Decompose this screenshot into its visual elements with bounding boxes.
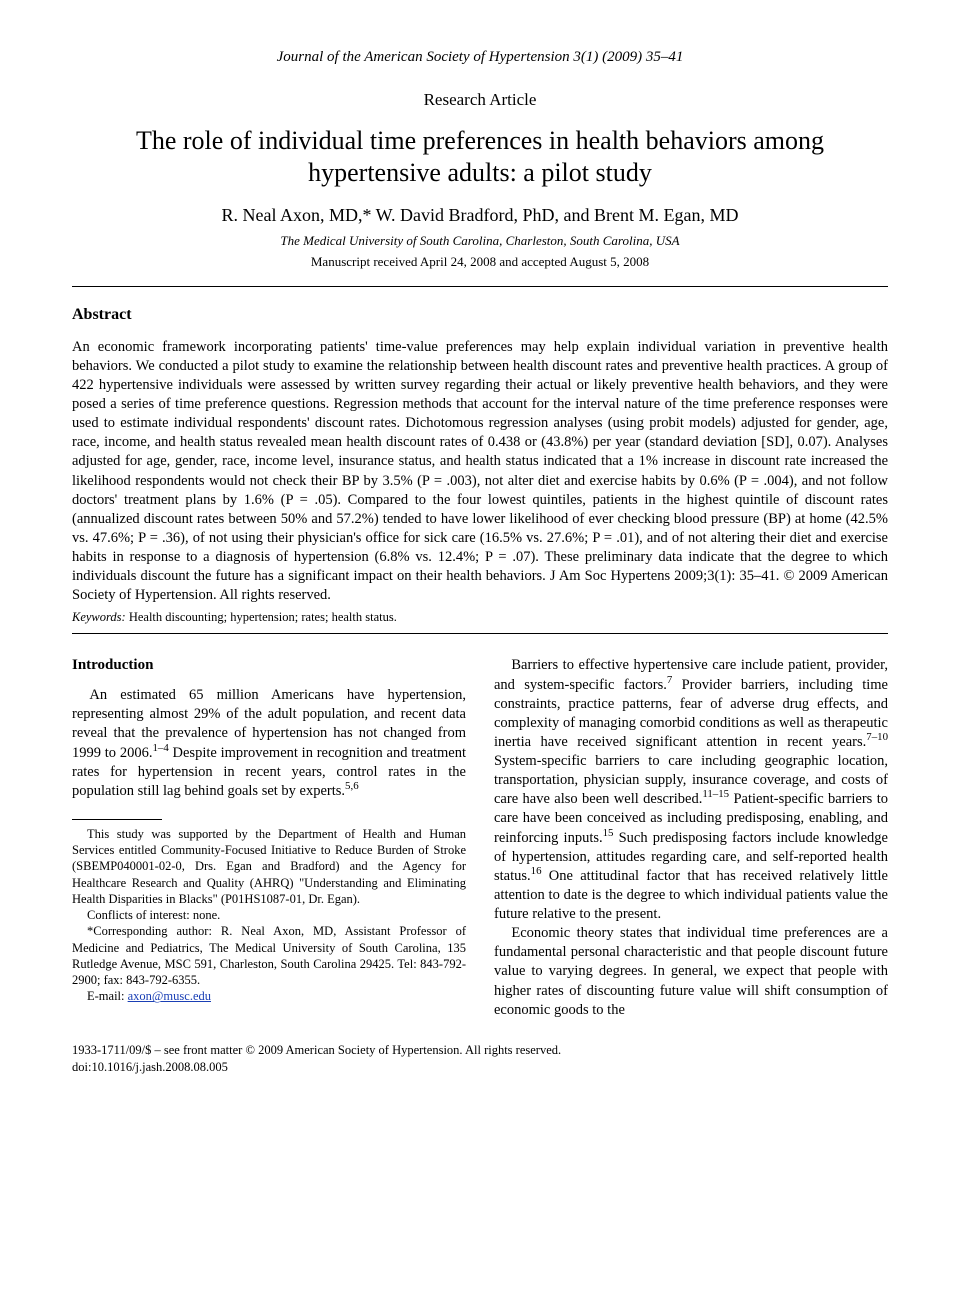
footnote-rule <box>72 819 162 820</box>
citation-sup: 11–15 <box>702 788 729 800</box>
citation-sup: 16 <box>531 865 542 877</box>
citation-sup: 1–4 <box>152 742 168 754</box>
keywords-text: Health discounting; hypertension; rates;… <box>129 610 397 624</box>
author-line: R. Neal Axon, MD,* W. David Bradford, Ph… <box>72 204 888 227</box>
manuscript-dates: Manuscript received April 24, 2008 and a… <box>72 254 888 271</box>
col2-paragraph-2: Economic theory states that individual t… <box>494 924 888 1020</box>
email-label: E-mail: <box>87 989 128 1003</box>
keywords-line: Keywords: Health discounting; hypertensi… <box>72 609 888 625</box>
two-column-body: Introduction An estimated 65 million Ame… <box>72 656 888 1019</box>
introduction-heading: Introduction <box>72 656 466 676</box>
intro-paragraph-1: An estimated 65 million Americans have h… <box>72 686 466 801</box>
column-left: Introduction An estimated 65 million Ame… <box>72 656 466 1019</box>
column-right: Barriers to effective hypertensive care … <box>494 656 888 1019</box>
article-title: The role of individual time preferences … <box>72 125 888 190</box>
footnote-email: E-mail: axon@musc.edu <box>72 988 466 1004</box>
rule-top <box>72 286 888 287</box>
footnote-funding: This study was supported by the Departme… <box>72 826 466 907</box>
front-matter-line: 1933-1711/09/$ – see front matter © 2009… <box>72 1042 888 1059</box>
keywords-label: Keywords: <box>72 610 126 624</box>
abstract-heading: Abstract <box>72 305 888 325</box>
citation-sup: 7–10 <box>866 731 888 743</box>
bottom-meta: 1933-1711/09/$ – see front matter © 2009… <box>72 1042 888 1076</box>
journal-header: Journal of the American Society of Hyper… <box>72 48 888 67</box>
affiliation: The Medical University of South Carolina… <box>72 233 888 250</box>
email-link[interactable]: axon@musc.edu <box>128 989 211 1003</box>
col2-p1-f: One attitudinal factor that has received… <box>494 868 888 922</box>
article-type: Research Article <box>72 89 888 111</box>
abstract-body: An economic framework incorporating pati… <box>72 338 888 606</box>
footnote-block: This study was supported by the Departme… <box>72 826 466 1005</box>
citation-sup: 5,6 <box>345 780 359 792</box>
col2-paragraph-1: Barriers to effective hypertensive care … <box>494 656 888 924</box>
citation-sup: 15 <box>603 827 614 839</box>
footnote-conflicts: Conflicts of interest: none. <box>72 907 466 923</box>
footnote-corresponding: *Corresponding author: R. Neal Axon, MD,… <box>72 923 466 988</box>
doi-line: doi:10.1016/j.jash.2008.08.005 <box>72 1059 888 1076</box>
rule-after-abstract <box>72 633 888 634</box>
